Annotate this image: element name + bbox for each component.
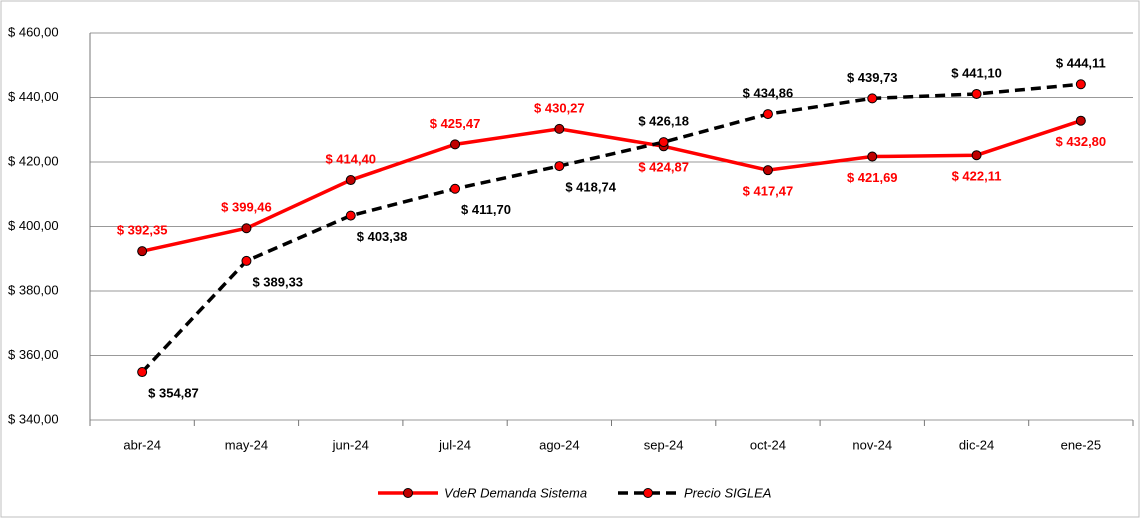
data-label: $ 432,80 [1056, 134, 1107, 149]
data-label: $ 417,47 [743, 184, 794, 199]
data-label: $ 418,74 [565, 180, 616, 195]
legend-marker [403, 488, 413, 498]
x-tick-label: sep-24 [644, 437, 684, 452]
marker [137, 367, 148, 378]
y-tick-label: $ 440,00 [8, 89, 59, 104]
marker [554, 123, 565, 134]
x-tick-label: ago-24 [539, 437, 579, 452]
data-label: $ 424,87 [638, 160, 689, 175]
legend-label: VdeR Demanda Sistema [444, 485, 587, 500]
marker [554, 161, 565, 172]
data-label: $ 403,38 [357, 229, 408, 244]
x-tick-label: abr-24 [123, 437, 161, 452]
data-label: $ 354,87 [148, 385, 199, 400]
data-label: $ 426,18 [638, 114, 689, 129]
data-label: $ 434,86 [743, 86, 794, 101]
series-line [141, 119, 1082, 253]
marker [345, 210, 356, 221]
marker [450, 139, 461, 150]
data-label: $ 399,46 [221, 200, 272, 215]
x-tick-label: jun-24 [332, 437, 369, 452]
data-label: $ 439,73 [847, 70, 898, 85]
marker [971, 88, 982, 99]
y-tick-label: $ 400,00 [8, 218, 59, 233]
legend-marker [643, 488, 653, 498]
marker [450, 183, 461, 194]
marker [1075, 79, 1086, 90]
data-label: $ 411,70 [461, 202, 511, 217]
marker [1075, 115, 1086, 126]
data-label: $ 425,47 [430, 116, 481, 131]
data-label: $ 430,27 [534, 100, 585, 115]
y-tick-label: $ 420,00 [8, 153, 59, 168]
x-tick-label: may-24 [225, 437, 268, 452]
data-label: $ 389,33 [252, 274, 303, 289]
legend-label: Precio SIGLEA [684, 485, 771, 500]
x-tick-label: oct-24 [750, 437, 786, 452]
marker [971, 150, 982, 161]
data-label: $ 444,11 [1056, 56, 1106, 71]
series-line [140, 82, 1082, 374]
y-tick-label: $ 360,00 [8, 347, 59, 362]
y-tick-label: $ 380,00 [8, 282, 59, 297]
data-label: $ 421,69 [847, 170, 898, 185]
marker [241, 255, 252, 266]
marker [867, 93, 878, 104]
x-tick-label: dic-24 [959, 437, 994, 452]
data-label: $ 441,10 [951, 65, 1002, 80]
x-tick-label: nov-24 [852, 437, 892, 452]
data-label: $ 392,35 [117, 223, 168, 238]
marker [345, 175, 356, 186]
data-label: $ 422,11 [952, 169, 1002, 184]
marker [137, 246, 148, 257]
marker [241, 223, 252, 234]
y-tick-label: $ 460,00 [8, 24, 59, 39]
marker [658, 137, 669, 148]
marker [867, 151, 878, 162]
marker [762, 109, 773, 120]
y-tick-label: $ 340,00 [8, 411, 59, 426]
data-label: $ 414,40 [325, 151, 376, 166]
x-tick-label: jul-24 [438, 437, 471, 452]
x-tick-label: ene-25 [1061, 437, 1101, 452]
marker [762, 165, 773, 176]
